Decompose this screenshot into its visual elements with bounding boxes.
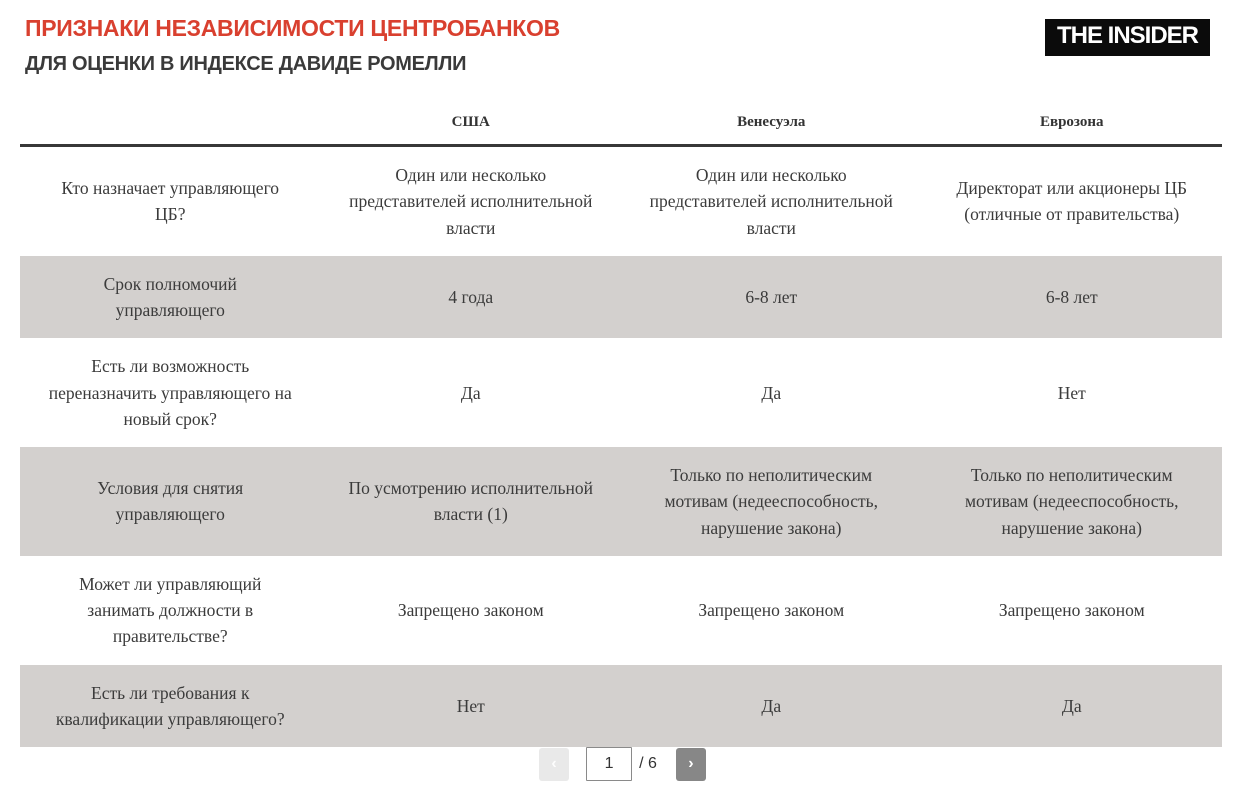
table-row: Кто назначает управляющего ЦБ? Один или … xyxy=(20,146,1222,256)
next-page-button[interactable]: › xyxy=(675,747,706,781)
row-label: Может ли управляющий занимать должности … xyxy=(79,573,262,647)
table-header: США Венесуэла Еврозона xyxy=(20,106,1222,147)
cell-venezuela: Да xyxy=(761,695,782,716)
cell-usa: 4 года xyxy=(448,286,494,307)
column-header-empty xyxy=(20,106,321,147)
page-title: ПРИЗНАКИ НЕЗАВИСИМОСТИ ЦЕНТРОБАНКОВ xyxy=(25,15,560,41)
cell-eurozone: Нет xyxy=(1057,382,1086,403)
cell-usa: Нет xyxy=(456,695,485,716)
cell-venezuela: Один или несколько представителей исполн… xyxy=(649,165,893,238)
cell-venezuela: Запрещено законом xyxy=(698,600,845,620)
table-row: Условия для снятия управляющего По усмот… xyxy=(20,447,1222,556)
cell-usa: Один или несколько представителей исполн… xyxy=(349,165,593,238)
page-subtitle: ДЛЯ ОЦЕНКИ В ИНДЕКСЕ ДАВИДЕ РОМЕЛЛИ xyxy=(25,53,467,76)
column-header-eurozone: Еврозона xyxy=(921,106,1222,147)
row-label: Есть ли требования к квалификации управл… xyxy=(55,682,285,729)
cell-venezuela: Только по неполитическим мотивам (недеес… xyxy=(664,465,879,538)
table-row: Может ли управляющий занимать должности … xyxy=(20,556,1222,665)
column-header-usa: США xyxy=(320,106,621,147)
column-header-venezuela: Венесуэла xyxy=(621,106,922,147)
table-row: Есть ли возможность переназначить управл… xyxy=(20,338,1222,447)
row-label: Кто назначает управляющего ЦБ? xyxy=(61,178,280,225)
cell-eurozone: 6-8 лет xyxy=(1045,286,1098,307)
cell-usa: По усмотрению исполнительной власти (1) xyxy=(348,478,594,525)
row-label: Срок полномочий управляющего xyxy=(103,273,237,320)
table-header-row: США Венесуэла Еврозона xyxy=(20,106,1222,147)
cell-eurozone: Директорат или акционеры ЦБ (отличные от… xyxy=(956,178,1188,225)
table-row: Есть ли требования к квалификации управл… xyxy=(20,664,1222,747)
cell-venezuela: Да xyxy=(761,382,782,403)
cell-usa: Да xyxy=(460,382,481,403)
cell-venezuela: 6-8 лет xyxy=(745,286,798,307)
cell-eurozone: Запрещено законом xyxy=(998,600,1145,620)
cell-usa: Запрещено законом xyxy=(397,600,544,620)
page-number-input[interactable] xyxy=(586,747,633,781)
cell-eurozone: Только по неполитическим мотивам (недеес… xyxy=(964,465,1179,538)
pagination: ‹ / 6 › xyxy=(0,747,1245,781)
the-insider-logo: THE INSIDER xyxy=(1044,19,1210,56)
comparison-table: США Венесуэла Еврозона Кто назначает упр… xyxy=(20,106,1222,747)
page-total-label: / 6 xyxy=(639,755,657,772)
chevron-right-icon: › xyxy=(688,755,694,772)
chevron-left-icon: ‹ xyxy=(551,755,557,772)
prev-page-button[interactable]: ‹ xyxy=(539,747,570,781)
cell-eurozone: Да xyxy=(1061,695,1082,716)
header: ПРИЗНАКИ НЕЗАВИСИМОСТИ ЦЕНТРОБАНКОВ ДЛЯ … xyxy=(25,15,1220,76)
row-label: Есть ли возможность переназначить управл… xyxy=(48,356,292,429)
row-label: Условия для снятия управляющего xyxy=(97,478,244,525)
table-row: Срок полномочий управляющего 4 года 6-8 … xyxy=(20,255,1222,339)
